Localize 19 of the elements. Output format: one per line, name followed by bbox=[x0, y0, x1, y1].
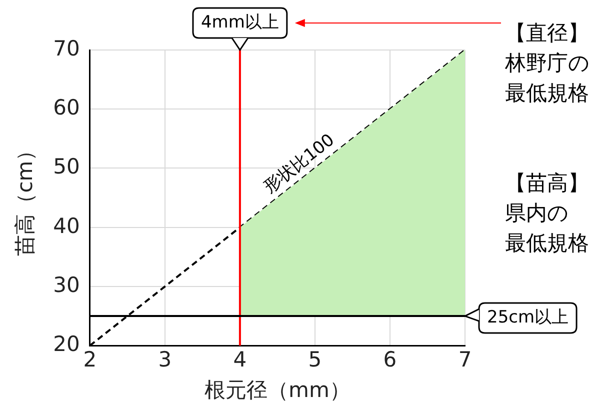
y-tick-label: 60 bbox=[53, 96, 80, 120]
text: 形状比100 bbox=[260, 130, 338, 198]
y-tick-label: 30 bbox=[53, 272, 80, 297]
y-tick-label: 40 bbox=[53, 214, 80, 238]
x-tick-label: 7 bbox=[458, 348, 472, 372]
x-tick-label: 4 bbox=[233, 348, 247, 372]
y-tick-label: 20 bbox=[53, 332, 80, 356]
x-tick-label: 2 bbox=[83, 348, 97, 372]
x-tick-label: 5 bbox=[308, 348, 322, 372]
x-axis-title: 根元径（mm） bbox=[204, 378, 350, 402]
ref-line-label: 4mm以上 bbox=[200, 12, 279, 32]
x-tick-label: 6 bbox=[383, 348, 397, 372]
y-axis-title: 苗高（cm） bbox=[13, 140, 38, 256]
x-tick-label: 3 bbox=[158, 348, 172, 372]
y-tick-label: 50 bbox=[53, 154, 80, 179]
text: 【直径】林野庁の最低規格 bbox=[505, 20, 591, 107]
y-tick-label: 70 bbox=[53, 36, 80, 60]
text: 【苗高】県内の最低規格 bbox=[505, 170, 590, 258]
ref-line-label: 25cm以上 bbox=[486, 307, 569, 328]
